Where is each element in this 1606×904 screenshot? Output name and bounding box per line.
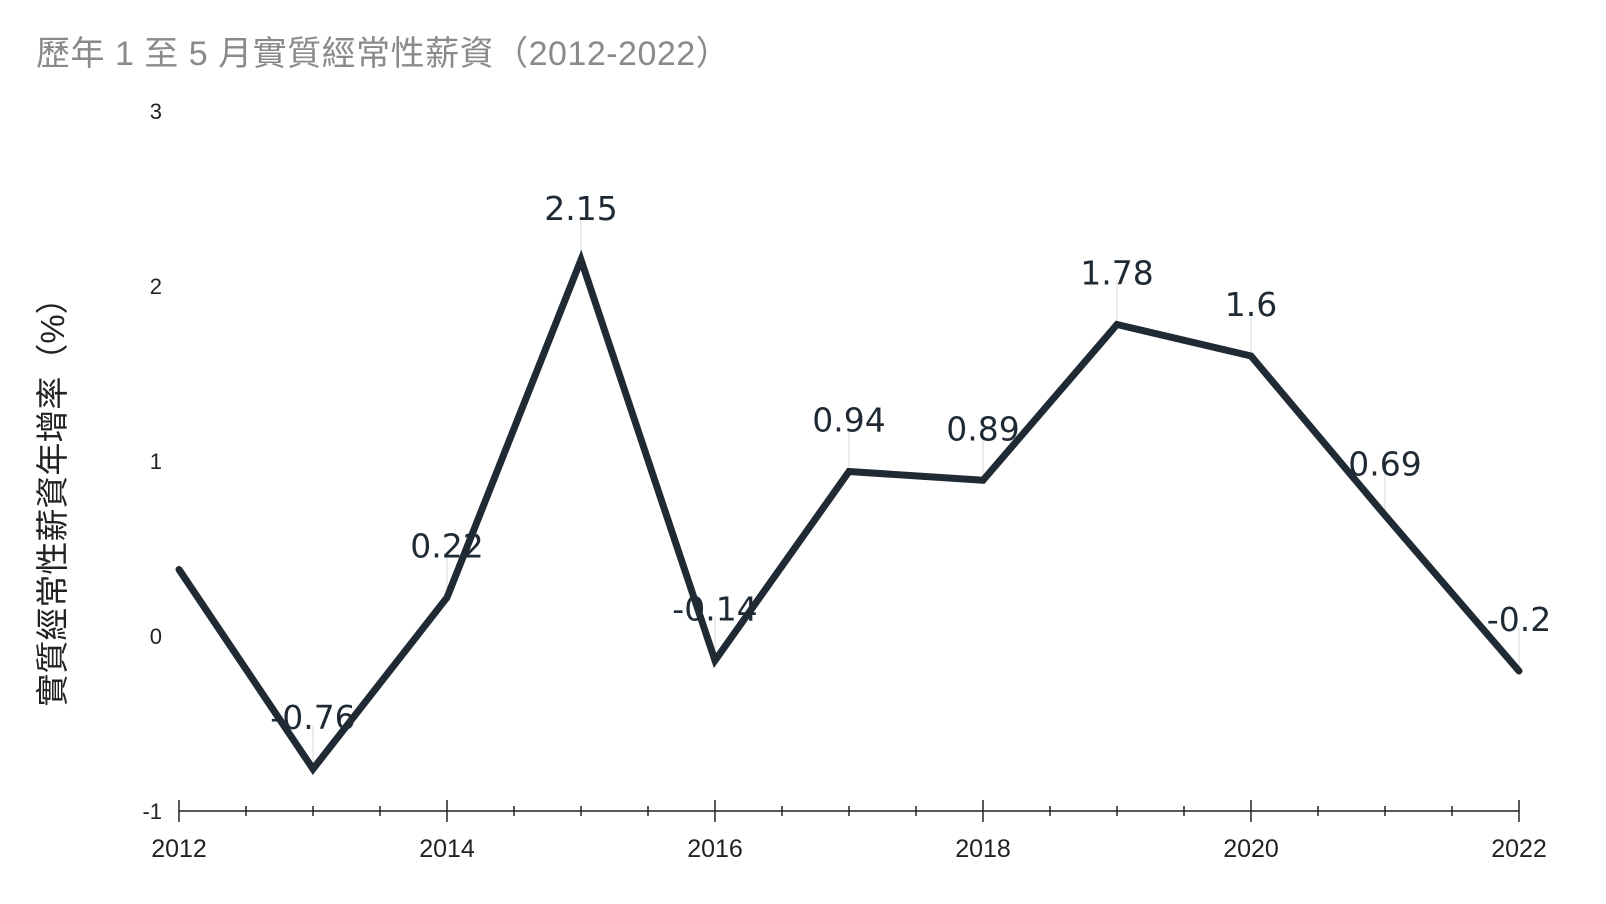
x-tick-label: 2020 xyxy=(1223,835,1279,863)
data-label: 1.6 xyxy=(1225,285,1277,324)
x-tick-label: 2022 xyxy=(1491,835,1547,863)
chart-title: 歷年 1 至 5 月實質經常性薪資（2012-2022） xyxy=(36,35,731,73)
data-label: 0.22 xyxy=(410,527,483,566)
data-label: -0.2 xyxy=(1487,600,1551,639)
y-tick-label: 0 xyxy=(150,624,162,649)
data-label: 2.15 xyxy=(544,189,617,228)
data-label: 1.78 xyxy=(1080,254,1153,293)
data-label: 0.89 xyxy=(946,409,1019,448)
label-leaders xyxy=(312,215,1520,769)
data-label: 0.69 xyxy=(1348,444,1421,483)
x-axis: 2012 2014 2016 2018 2020 2022 xyxy=(151,800,1547,863)
x-tick-label: 2016 xyxy=(687,835,743,863)
y-tick-label: -1 xyxy=(142,799,162,824)
series-line-group xyxy=(175,249,1523,775)
y-tick-label: 3 xyxy=(150,99,162,124)
data-label: -0.76 xyxy=(270,698,355,737)
y-axis-label: 實質經常性薪資年增率（%） xyxy=(34,281,71,706)
x-tick-label: 2018 xyxy=(955,835,1011,863)
series-line xyxy=(175,249,1523,775)
data-labels: -0.76 0.22 2.15 -0.14 0.94 0.89 1.78 1.6 0.69 -0.… xyxy=(270,189,1551,737)
data-label: -0.14 xyxy=(672,590,757,629)
x-tick-label: 2014 xyxy=(419,835,475,863)
data-label: 0.94 xyxy=(812,401,885,440)
y-axis-label-group: 實質經常性薪資年增率（%） xyxy=(34,281,71,706)
y-axis-ticks: -1 0 1 2 3 xyxy=(142,99,162,824)
x-tick-label: 2012 xyxy=(151,835,207,863)
y-tick-label: 2 xyxy=(150,274,162,299)
y-tick-label: 1 xyxy=(150,449,162,474)
